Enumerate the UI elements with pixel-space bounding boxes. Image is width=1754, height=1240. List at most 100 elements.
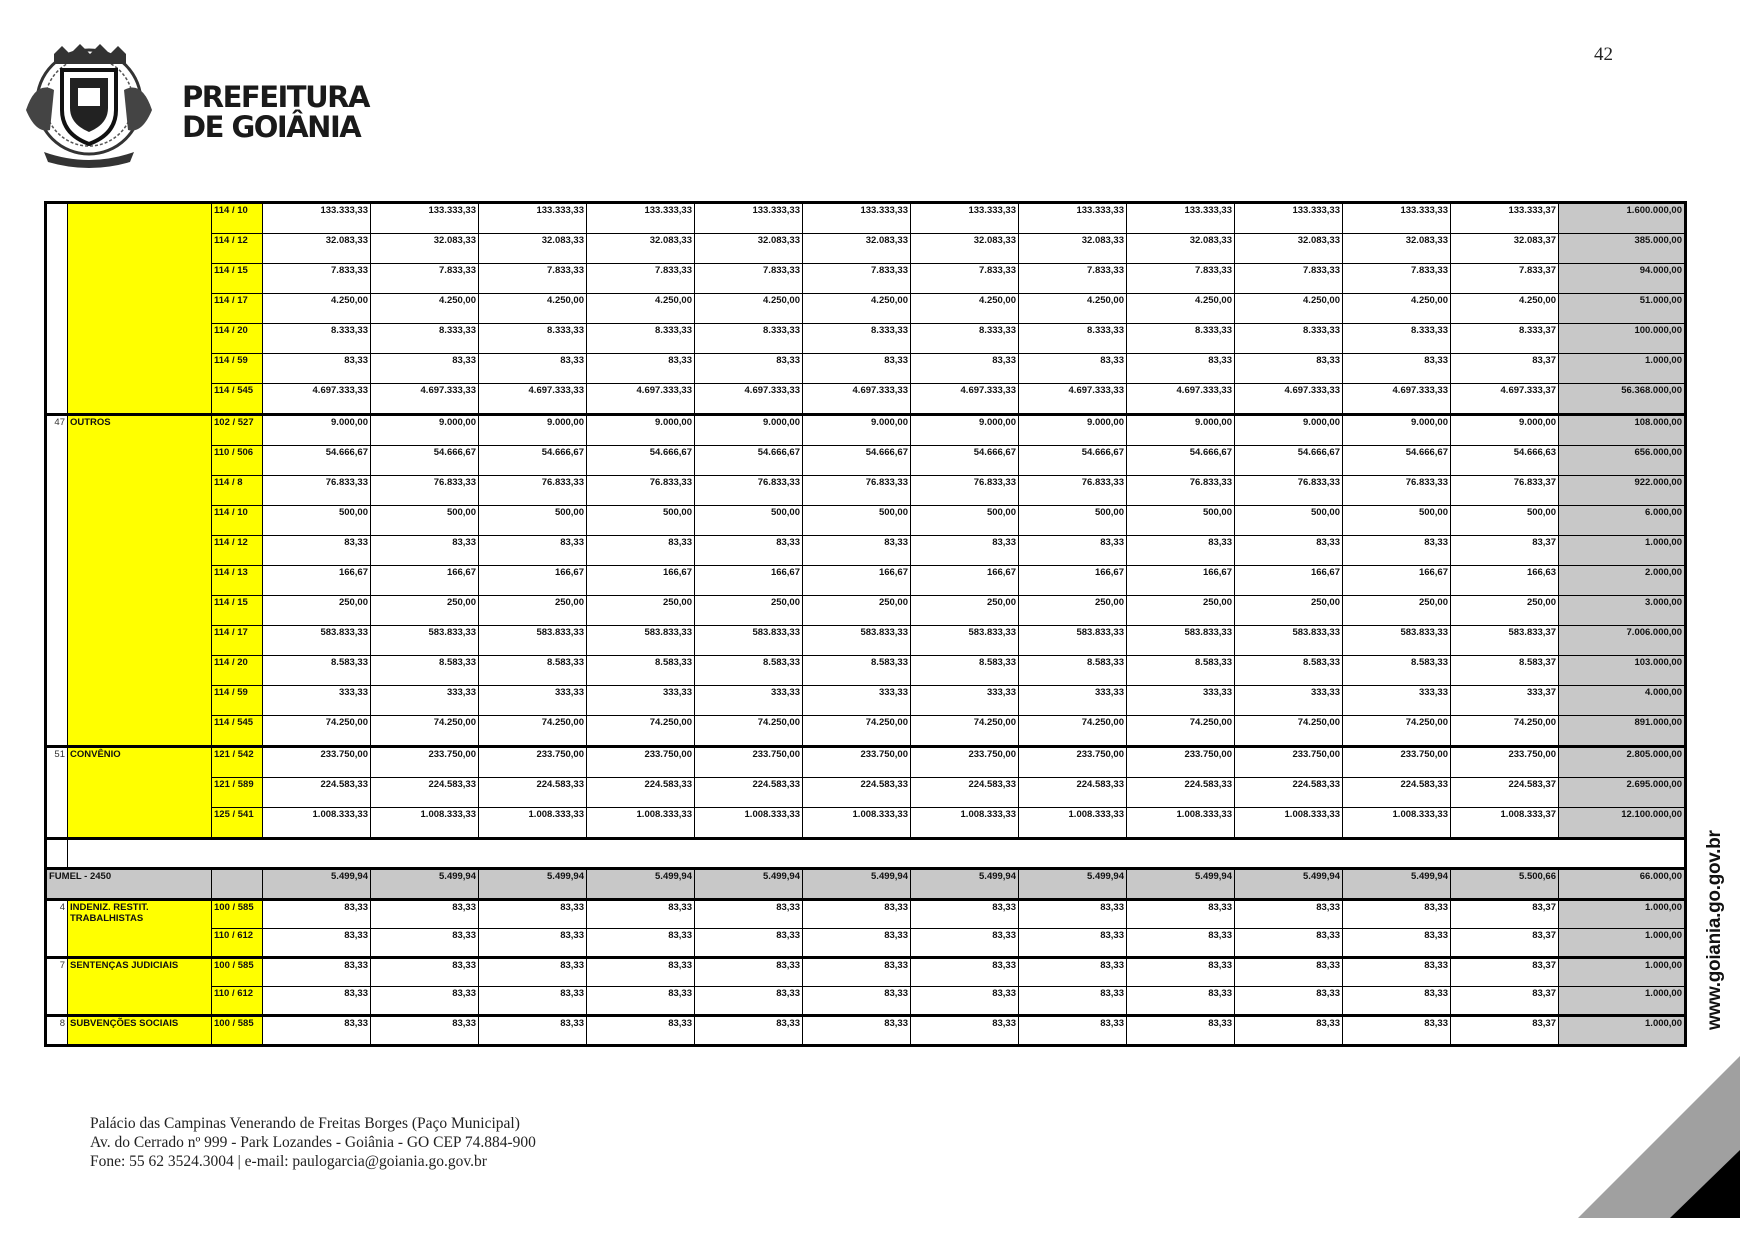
month-value: 76.833,33 [802, 475, 911, 506]
section-month-value: 5.499,94 [694, 867, 803, 901]
month-value: 83,37 [1450, 928, 1559, 958]
month-value: 54.666,67 [1018, 445, 1127, 476]
month-value: 250,00 [802, 595, 911, 626]
month-value: 583.833,33 [262, 625, 371, 656]
group-label: SENTENÇAS JUDICIAIS [67, 956, 212, 1016]
month-value: 224.583,33 [262, 777, 371, 808]
month-value: 76.833,33 [1126, 475, 1235, 506]
month-value: 4.697.333,33 [478, 383, 587, 415]
month-value: 83,33 [1234, 353, 1343, 384]
month-value: 333,33 [802, 685, 911, 716]
month-value: 166,67 [370, 565, 479, 596]
month-value: 83,37 [1450, 353, 1559, 384]
month-value: 83,33 [370, 1014, 479, 1046]
month-value: 1.008.333,33 [1234, 807, 1343, 839]
month-value: 83,33 [262, 898, 371, 929]
month-value: 583.833,33 [586, 625, 695, 656]
row-total: 891.000,00 [1558, 715, 1686, 747]
account-code: 100 / 585 [211, 898, 263, 929]
blank-cell [45, 837, 68, 869]
month-value: 224.583,33 [1126, 777, 1235, 808]
month-value: 9.000,00 [802, 413, 911, 446]
month-value: 224.583,33 [478, 777, 587, 808]
month-value: 583.833,33 [1342, 625, 1451, 656]
month-value: 8.583,33 [910, 655, 1019, 686]
month-value: 54.666,67 [694, 445, 803, 476]
account-code: 114 / 12 [211, 535, 263, 566]
month-value: 83,33 [1018, 353, 1127, 384]
month-value: 83,33 [910, 898, 1019, 929]
month-value: 9.000,00 [262, 413, 371, 446]
month-value: 4.250,00 [586, 293, 695, 324]
month-value: 4.697.333,33 [694, 383, 803, 415]
month-value: 83,33 [694, 956, 803, 987]
month-value: 333,33 [1342, 685, 1451, 716]
group-number: 7 [45, 956, 68, 1016]
footer-line-3: Fone: 55 62 3524.3004 | e-mail: paulogar… [90, 1153, 487, 1170]
month-value: 83,33 [478, 986, 587, 1016]
month-value: 83,33 [478, 928, 587, 958]
month-value: 83,33 [262, 535, 371, 566]
table-row: 110 / 612 83,33 83,33 83,33 83,33 83,33 83,33 8… [46, 986, 1686, 1016]
month-value: 583.833,33 [1126, 625, 1235, 656]
account-code: 114 / 10 [211, 505, 263, 536]
month-value: 8.333,33 [370, 323, 479, 354]
group-label: CONVÊNIO [67, 745, 212, 839]
month-value: 333,33 [1018, 685, 1127, 716]
row-total: 1.000,00 [1558, 1014, 1686, 1046]
month-value: 83,33 [478, 956, 587, 987]
month-value: 233.750,00 [802, 745, 911, 778]
account-code: 102 / 527 [211, 413, 263, 446]
row-total: 6.000,00 [1558, 505, 1686, 536]
month-value: 83,33 [370, 986, 479, 1016]
month-value: 83,33 [910, 535, 1019, 566]
month-value: 9.000,00 [1234, 413, 1343, 446]
month-value: 74.250,00 [910, 715, 1019, 747]
month-value: 250,00 [1234, 595, 1343, 626]
month-value: 500,00 [586, 505, 695, 536]
month-value: 83,33 [1342, 353, 1451, 384]
month-value: 500,00 [1126, 505, 1235, 536]
month-value: 83,33 [694, 898, 803, 929]
month-value: 83,33 [1018, 986, 1127, 1016]
month-value: 9.000,00 [1450, 413, 1559, 446]
month-value: 233.750,00 [586, 745, 695, 778]
month-value: 583.833,33 [1018, 625, 1127, 656]
month-value: 133.333,33 [910, 202, 1019, 234]
month-value: 54.666,67 [586, 445, 695, 476]
month-value: 8.333,33 [910, 323, 1019, 354]
month-value: 54.666,67 [370, 445, 479, 476]
table-row: 114 / 20 8.333,33 8.333,33 8.333,33 8.333,33… [46, 323, 1686, 354]
section-month-value: 5.499,94 [370, 867, 479, 901]
month-value: 500,00 [1018, 505, 1127, 536]
brand-line-1: PREFEITURA [182, 80, 370, 114]
row-total: 1.000,00 [1558, 956, 1686, 987]
month-value: 83,33 [586, 956, 695, 987]
month-value: 9.000,00 [478, 413, 587, 446]
month-value: 4.697.333,33 [1234, 383, 1343, 415]
month-value: 32.083,33 [1018, 233, 1127, 264]
month-value: 9.000,00 [1342, 413, 1451, 446]
month-value: 7.833,33 [1018, 263, 1127, 294]
month-value: 83,33 [910, 956, 1019, 987]
month-value: 500,00 [694, 505, 803, 536]
section-total: 66.000,00 [1558, 867, 1686, 901]
month-value: 4.697.333,33 [1018, 383, 1127, 415]
account-code: 114 / 20 [211, 655, 263, 686]
month-value: 83,33 [802, 956, 911, 987]
row-total: 1.000,00 [1558, 928, 1686, 958]
month-value: 133.333,33 [1342, 202, 1451, 234]
month-value: 224.583,33 [694, 777, 803, 808]
month-value: 9.000,00 [1018, 413, 1127, 446]
website-url: www.goiania.go.gov.br [1704, 830, 1725, 1030]
group-number: 4 [45, 898, 68, 958]
account-code: 100 / 585 [211, 1014, 263, 1046]
group-label: SUBVENÇÕES SOCIAIS [67, 1014, 212, 1046]
section-month-value: 5.499,94 [1342, 867, 1451, 901]
month-value: 74.250,00 [1342, 715, 1451, 747]
month-value: 8.333,33 [802, 323, 911, 354]
month-value: 333,37 [1450, 685, 1559, 716]
month-value: 8.583,33 [478, 655, 587, 686]
month-value: 83,33 [802, 353, 911, 384]
month-value: 4.250,00 [802, 293, 911, 324]
